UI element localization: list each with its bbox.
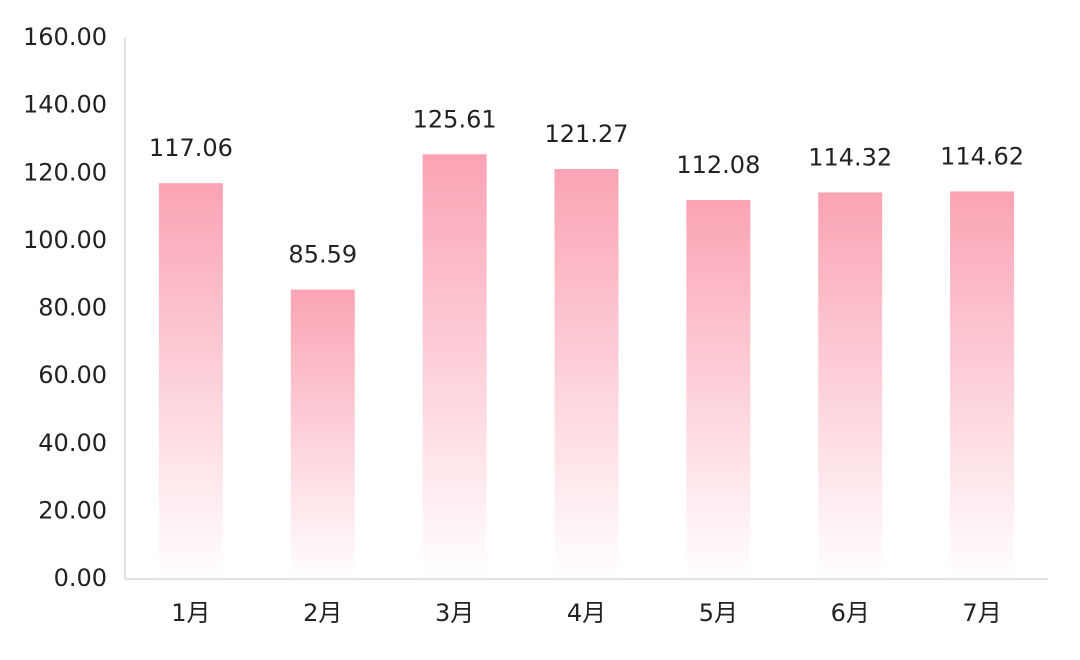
data-label: 114.62: [940, 142, 1024, 170]
y-tick-label: 60.00: [38, 361, 107, 389]
bar: [158, 183, 223, 580]
y-tick-label: 140.00: [23, 91, 107, 119]
y-tick-label: 40.00: [38, 429, 107, 457]
y-tick-label: 100.00: [23, 226, 107, 254]
y-tick-label: 80.00: [38, 294, 107, 322]
data-label: 114.32: [808, 143, 892, 171]
data-label: 112.08: [676, 151, 760, 179]
bar: [290, 289, 355, 579]
x-tick-label: 6月: [831, 599, 870, 627]
x-tick-label: 5月: [699, 599, 738, 627]
bar: [818, 192, 883, 579]
bar: [554, 168, 619, 579]
data-label: 125.61: [413, 105, 497, 133]
bar: [950, 191, 1015, 579]
bar: [686, 200, 751, 580]
bar: [422, 154, 487, 579]
x-tick-label: 1月: [171, 599, 210, 627]
data-label: 85.59: [288, 241, 357, 269]
x-tick-label: 7月: [962, 599, 1001, 627]
data-label: 121.27: [545, 120, 629, 148]
y-tick-label: 20.00: [38, 496, 107, 524]
y-tick-label: 120.00: [23, 158, 107, 186]
x-tick-label: 3月: [435, 599, 474, 627]
data-label: 117.06: [149, 134, 233, 162]
x-tick-label: 2月: [303, 599, 342, 627]
x-tick-label: 4月: [567, 599, 606, 627]
y-tick-label: 0.00: [54, 564, 107, 592]
y-tick-label: 160.00: [23, 23, 107, 51]
